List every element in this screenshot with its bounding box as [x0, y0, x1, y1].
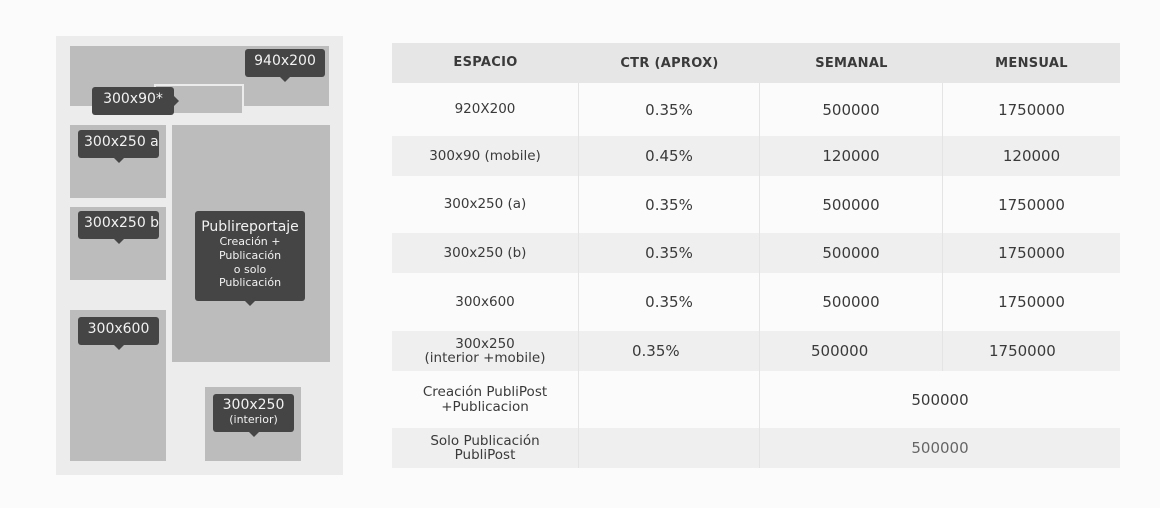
- cell-space: 920X200: [392, 83, 579, 136]
- pointer-right-icon: [174, 96, 179, 106]
- cell-space-line: (interior +mobile): [424, 350, 546, 366]
- cell-weekly: 500000: [760, 273, 943, 331]
- mobile-banner-label: 300x90*: [92, 87, 179, 115]
- table-row-publipost: Solo Publicación PubliPost 500000: [392, 428, 1120, 468]
- cell-weekly: 500000: [760, 331, 943, 371]
- header-semanal: SEMANAL: [815, 55, 888, 71]
- cell-space-line: Creación PubliPost: [422, 384, 548, 401]
- half-page-label-text: 300x600: [87, 321, 150, 337]
- cell-ctr: 0.35%: [579, 83, 760, 136]
- cell-space: 300x250 (a): [392, 176, 579, 233]
- interior-box-label: 300x250 (interior): [213, 394, 294, 437]
- cell-space: Creación PubliPost +Publicacion: [392, 371, 579, 428]
- publireportaje-line: Creación +: [219, 235, 281, 249]
- table-row: 300x250 (a) 0.35% 500000 1750000: [392, 176, 1120, 233]
- cell-space-line: Solo Publicación: [430, 432, 540, 449]
- cell-ctr: 0.45%: [579, 136, 760, 176]
- cell-ctr: 0.35%: [579, 273, 760, 331]
- cell-space: 300x250 (interior +mobile): [392, 331, 579, 371]
- publireportaje-line: o solo: [233, 262, 267, 276]
- cell-monthly: 1750000: [998, 293, 1065, 311]
- publireportaje-title: Publireportaje: [201, 219, 299, 235]
- cell-space-line: +Publicacion: [441, 398, 529, 415]
- cell-monthly: 1750000: [989, 342, 1056, 360]
- mobile-banner-label-text: 300x90*: [103, 91, 163, 107]
- ad-placement-wireframe: 940x200 300x90* 300x250 a 300x250 b 300x…: [56, 36, 343, 475]
- header-espacio: ESPACIO: [453, 55, 518, 71]
- interior-box-title: 300x250: [222, 397, 285, 413]
- cell-weekly: 500000: [760, 83, 943, 136]
- table-row: 300x250 (interior +mobile) 0.35% 500000 …: [392, 331, 1120, 371]
- table-row: 300x250 (b) 0.35% 500000 1750000: [392, 233, 1120, 273]
- header-ctr: CTR (APROX): [620, 55, 719, 71]
- table-header-row: ESPACIO CTR (APROX) SEMANAL MENSUAL: [392, 43, 1120, 83]
- cell-space: 300x600: [392, 273, 579, 331]
- cell-monthly: 1750000: [998, 100, 1065, 119]
- cell-monthly: 120000: [1002, 147, 1061, 165]
- cell-space-line: PubliPost: [454, 447, 516, 463]
- header-mensual: MENSUAL: [995, 55, 1068, 71]
- publireportaje-label: Publireportaje Creación + Publicación o …: [195, 211, 305, 306]
- table-row: 300x600 0.35% 500000 1750000: [392, 273, 1120, 331]
- half-page-label: 300x600: [78, 317, 159, 350]
- table-row: 300x90 (mobile) 0.45% 120000 120000: [392, 136, 1120, 176]
- leaderboard-label-text: 940x200: [254, 53, 316, 69]
- cell-weekly: 500000: [760, 176, 943, 233]
- table-row-publipost: Creación PubliPost +Publicacion 500000: [392, 371, 1120, 428]
- publireportaje-line: Publicación: [218, 248, 282, 262]
- box-b-label: 300x250 b: [78, 211, 160, 244]
- cell-space: 300x250 (b): [392, 233, 579, 273]
- leaderboard-label: 940x200: [245, 49, 325, 82]
- cell-monthly: 1750000: [998, 244, 1065, 262]
- cell-ctr-empty: [579, 428, 760, 468]
- cell-space: 300x90 (mobile): [392, 136, 579, 176]
- box-a-label-text: 300x250 a: [84, 134, 159, 150]
- ad-rates-table: ESPACIO CTR (APROX) SEMANAL MENSUAL 920X…: [392, 43, 1120, 468]
- box-a-label: 300x250 a: [78, 130, 159, 163]
- cell-price: 500000: [911, 439, 969, 457]
- cell-monthly: 1750000: [998, 195, 1065, 214]
- cell-weekly: 500000: [760, 233, 943, 273]
- interior-box-sub: (interior): [229, 413, 278, 427]
- cell-ctr: 0.35%: [579, 233, 760, 273]
- publireportaje-line: Publicación: [218, 276, 282, 290]
- cell-space: Solo Publicación PubliPost: [392, 428, 579, 468]
- box-b-label-text: 300x250 b: [84, 215, 160, 231]
- table-row: 920X200 0.35% 500000 1750000: [392, 83, 1120, 136]
- cell-ctr-empty: [579, 371, 760, 428]
- cell-space-line: 300x250: [455, 335, 515, 352]
- cell-price: 500000: [911, 390, 969, 409]
- cell-ctr: 0.35%: [579, 331, 760, 371]
- cell-weekly: 120000: [760, 136, 943, 176]
- cell-ctr: 0.35%: [579, 176, 760, 233]
